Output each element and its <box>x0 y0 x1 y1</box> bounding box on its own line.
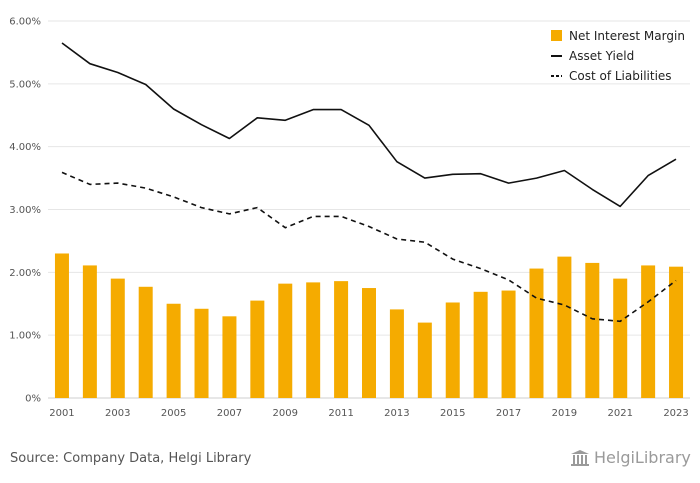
gridlines <box>48 20 690 399</box>
bar-2016 <box>473 291 488 398</box>
bar-2009 <box>278 283 293 398</box>
bar-series-net-interest-margin <box>54 253 684 398</box>
y-tick-label: 3.00% <box>9 205 41 216</box>
bar-2007 <box>222 316 237 398</box>
bar-2014 <box>417 322 432 398</box>
bar-2010 <box>306 282 321 398</box>
x-tick-label: 2017 <box>496 408 521 419</box>
line-series <box>61 42 677 323</box>
library-building-icon <box>571 449 589 466</box>
bar-2021 <box>613 278 628 398</box>
x-tick-label: 2001 <box>49 408 74 419</box>
line-cost-of-liabilities <box>61 171 677 323</box>
bar-2013 <box>389 309 404 398</box>
x-tick-label: 2003 <box>105 408 130 419</box>
x-tick-label: 2019 <box>552 408 577 419</box>
bar-2005 <box>166 303 181 398</box>
bar-2015 <box>445 302 460 398</box>
y-tick-label: 6.00% <box>9 17 41 28</box>
bar-2008 <box>250 300 265 398</box>
legend-swatch-bar <box>551 30 562 41</box>
x-tick-label: 2011 <box>328 408 353 419</box>
bar-2002 <box>82 265 97 398</box>
x-tick-label: 2005 <box>161 408 186 419</box>
y-tick-label: 0% <box>25 394 41 405</box>
bar-2012 <box>362 288 376 398</box>
legend-label: Cost of Liabilities <box>569 69 672 83</box>
legend-label: Asset Yield <box>569 49 634 63</box>
x-tick-label: 2021 <box>607 408 632 419</box>
bar-2004 <box>138 286 153 398</box>
bar-2023 <box>669 266 684 398</box>
bar-2022 <box>641 265 656 398</box>
x-tick-label: 2023 <box>663 408 688 419</box>
x-tick-label: 2007 <box>217 408 242 419</box>
legend-label: Net Interest Margin <box>569 29 685 43</box>
bar-2019 <box>557 256 572 398</box>
helgi-library-logo: HelgiLibrary <box>570 448 691 467</box>
x-axis-ticks: 2001 2003 2005 2007 2009 2011 2013 2015 2017 2019… <box>49 408 689 419</box>
logo-text: HelgiLibrary <box>594 448 691 467</box>
line-asset-yield <box>61 42 677 208</box>
bar-2003 <box>110 278 125 398</box>
bar-2006 <box>194 308 209 398</box>
x-tick-label: 2009 <box>273 408 298 419</box>
bar-2017 <box>501 290 516 398</box>
bar-2011 <box>334 281 349 398</box>
bar-2020 <box>585 262 600 398</box>
y-tick-label: 2.00% <box>9 268 41 279</box>
x-tick-label: 2013 <box>384 408 409 419</box>
bar-2001 <box>54 253 69 398</box>
y-tick-label: 5.00% <box>9 79 41 90</box>
bar-2018 <box>529 268 544 398</box>
y-axis-ticks: 0% 1.00% 2.00% 3.00% 4.00% 5.00% 6.00% <box>9 17 41 405</box>
legend: Net Interest Margin Asset Yield Cost of Li… <box>551 29 685 83</box>
chart: 0%1.00%2.00%3.00%4.00%5.00%6.00% 2001 200… <box>9 17 690 419</box>
y-tick-label: 4.00% <box>9 142 41 153</box>
y-tick-label: 1.00% <box>9 331 41 342</box>
source-note: Source: Company Data, Helgi Library <box>10 451 252 466</box>
x-tick-label: 2015 <box>440 408 465 419</box>
